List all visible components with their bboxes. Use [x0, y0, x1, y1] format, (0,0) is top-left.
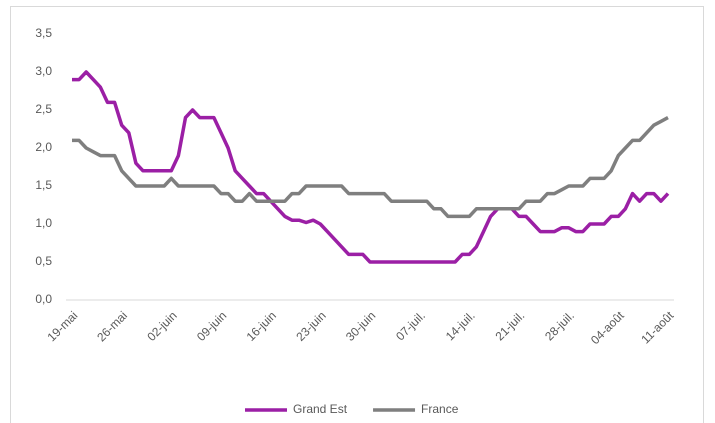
x-tick-label: 26-mai [94, 308, 130, 344]
chart-frame [10, 6, 704, 423]
x-tick-label: 28-juil. [542, 308, 577, 343]
legend-label: Grand Est [293, 402, 348, 416]
x-tick-label: 30-juin [343, 308, 378, 343]
x-tick-label: 04-août [588, 308, 627, 347]
y-tick-label: 1,0 [35, 216, 52, 230]
y-tick-label: 3,0 [35, 64, 52, 78]
x-tick-label: 09-juin [194, 308, 229, 343]
series-line [72, 116, 669, 219]
y-tick-label: 3,5 [35, 26, 52, 40]
y-tick-label: 1,5 [35, 178, 52, 192]
legend-label: France [421, 402, 459, 416]
x-tick-label: 19-mai [45, 308, 81, 344]
x-tick-label: 02-juin [144, 308, 179, 343]
x-tick-label: 23-juin [293, 308, 328, 343]
series-line [72, 70, 670, 264]
x-tick-label: 21-juil. [492, 308, 527, 343]
y-tick-label: 0,0 [35, 292, 52, 306]
y-tick-label: 0,5 [35, 254, 52, 268]
x-tick-label: 14-juil. [443, 308, 478, 343]
x-tick-label: 16-juin [244, 308, 279, 343]
x-tick-label: 11-août [638, 308, 677, 347]
y-tick-label: 2,5 [35, 102, 52, 116]
y-tick-label: 2,0 [35, 140, 52, 154]
x-tick-label: 07-juil. [393, 308, 428, 343]
